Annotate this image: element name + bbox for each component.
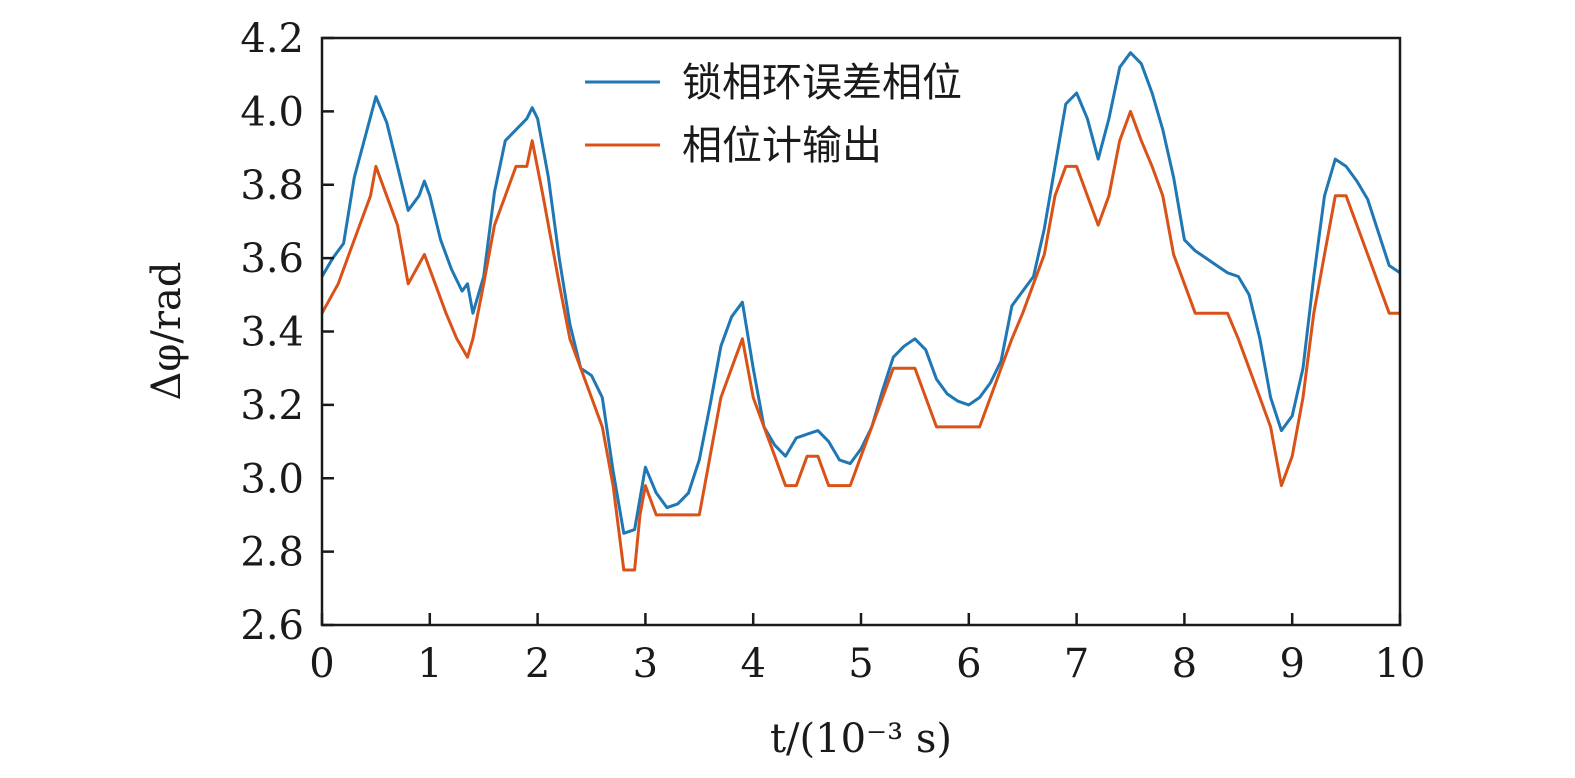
x-tick-label: 5 [848, 641, 873, 687]
y-tick-label: 4.0 [240, 89, 304, 135]
y-tick-label: 4.2 [240, 16, 304, 62]
series-line-2 [320, 109, 1400, 572]
x-tick-label: 3 [633, 641, 658, 687]
x-tick-label: 9 [1279, 641, 1304, 687]
x-tick-label: 8 [1172, 641, 1197, 687]
y-tick-label: 3.4 [240, 310, 304, 356]
legend-label-1: 锁相环误差相位 [682, 60, 962, 106]
x-tick-label: 6 [956, 641, 981, 687]
x-tick-label: 1 [417, 641, 442, 687]
y-axis-label: Δφ/rad [144, 262, 190, 401]
y-tick-label: 2.6 [240, 603, 304, 649]
x-tick-label: 10 [1375, 641, 1426, 687]
series-line-1 [320, 51, 1401, 535]
x-tick-label: 7 [1064, 641, 1089, 687]
y-tick-label: 2.8 [240, 530, 304, 576]
legend-label-2: 相位计输出 [682, 123, 882, 169]
x-axis-label: t/(10⁻³ s) [770, 716, 952, 762]
y-tick-label: 3.6 [240, 236, 304, 282]
x-tick-label: 2 [525, 641, 550, 687]
x-tick-label: 0 [309, 641, 334, 687]
y-tick-label: 3.8 [240, 163, 304, 209]
x-tick-label: 4 [740, 641, 765, 687]
y-tick-label: 3.0 [240, 456, 304, 502]
y-tick-label: 3.2 [240, 383, 304, 429]
